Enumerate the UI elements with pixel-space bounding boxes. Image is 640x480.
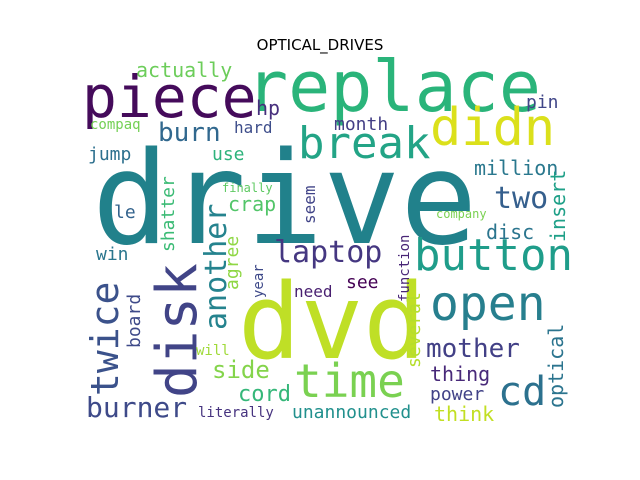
word-hard: hard [234,118,273,137]
word-didn: didn [430,98,556,158]
word-cloud: drive dvd replace piece didn break butto… [80,52,576,428]
word-use: use [212,144,245,165]
word-compaq: compaq [90,117,141,133]
word-button: button [414,230,573,281]
word-company: company [436,207,487,221]
word-thing: thing [430,362,491,386]
word-le: le [114,202,136,223]
word-actually: actually [136,58,233,82]
word-cd: cd [498,369,547,415]
word-disc: disc [486,220,535,244]
word-replace: replace [246,46,542,128]
word-win: win [96,244,129,265]
word-shatter: shatter [158,176,179,252]
word-cord: cord [238,382,291,407]
word-power: power [430,384,485,405]
word-see: see [346,272,379,293]
word-jump: jump [88,144,132,165]
word-side: side [212,356,270,384]
word-finally: finally [222,181,273,195]
word-will: will [196,343,230,359]
word-million: million [474,156,559,180]
word-mother: mother [426,334,520,364]
word-laptop: laptop [274,235,383,270]
word-pin: pin [526,92,559,113]
word-crap: crap [228,192,277,216]
word-month: month [334,114,389,135]
word-burn: burn [158,118,221,148]
word-agree: agree [222,235,243,290]
word-year: year [251,264,267,298]
word-seem: seem [300,185,319,224]
chart-title: OPTICAL_DRIVES [256,36,384,54]
word-open: open [430,276,546,332]
word-drive: drive [92,125,478,274]
word-need: need [294,282,333,301]
word-dvd: dvd [238,261,426,383]
word-two: two [494,181,549,216]
word-disk: disk [145,263,210,398]
word-hp: hp [256,96,281,120]
word-burner: burner [86,391,188,424]
word-think: think [434,402,495,426]
word-unannounced: unannounced [292,402,412,423]
word-optical: optical [544,323,568,408]
word-board: board [124,293,145,348]
word-several: several [404,292,425,368]
word-insert: insert [546,169,570,242]
word-break: break [298,118,431,169]
word-twice: twice [83,281,127,396]
word-literally: literally [198,405,274,421]
word-time: time [294,354,405,408]
word-piece: piece [82,63,257,131]
